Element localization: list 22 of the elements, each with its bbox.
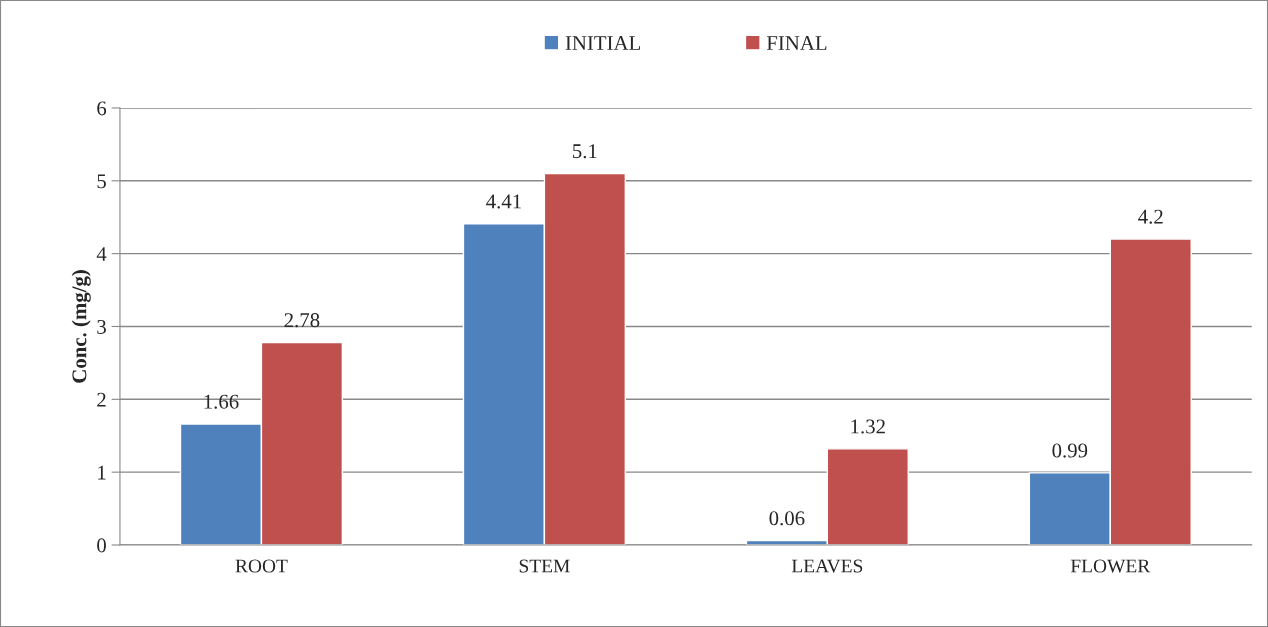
x-tick-label: STEM <box>519 559 570 573</box>
data-label: 1.32 <box>851 419 885 434</box>
data-label: 4.41 <box>486 194 521 209</box>
y-tick-label: 4 <box>96 247 107 261</box>
y-tick-label: 0 <box>97 538 106 553</box>
x-tick-label: LEAVES <box>791 559 863 573</box>
x-tick-label: FLOWER <box>1070 559 1151 573</box>
y-tick-label: 6 <box>97 101 107 116</box>
data-label: 4.2 <box>1138 209 1163 224</box>
y-tick-label: 1 <box>98 465 106 480</box>
y-axis-title: Conc. (mg/g) <box>71 270 91 383</box>
data-label: 2.78 <box>284 313 320 328</box>
y-tick-label: 3 <box>97 319 106 334</box>
data-label: 1.66 <box>204 394 239 409</box>
y-tick-label: 5 <box>97 174 106 189</box>
legend-label: FINAL <box>766 36 827 50</box>
x-tick-label: ROOT <box>235 559 288 573</box>
legend-label: INITIAL <box>565 36 641 50</box>
data-label: 5.1 <box>573 144 597 159</box>
y-tick-label: 2 <box>97 392 106 407</box>
data-label: 0.99 <box>1052 443 1088 458</box>
data-label: 0.06 <box>769 511 805 526</box>
